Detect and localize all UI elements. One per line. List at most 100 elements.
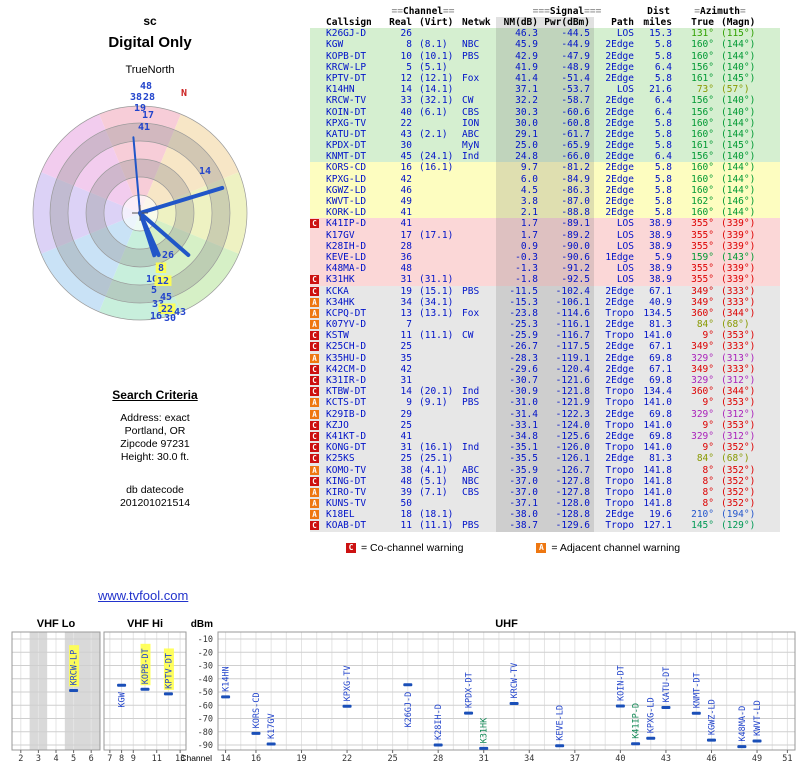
cell-mi: 127.1 [643,520,672,532]
cell-virt: (5.1) [419,475,448,487]
cell-net [458,162,496,173]
cell-mag: (144°) [721,207,756,219]
cell-mag: (312°) [721,430,756,442]
cell-mag: (194°) [721,509,756,521]
cell-pwr: -89.1 [542,218,594,230]
cell-mag: (144°) [721,184,756,196]
cell-pwr: -127.8 [542,475,594,487]
warning-cell [310,95,324,106]
cell-net: PBS [462,50,480,62]
cell-path: 2Edge [605,207,634,219]
chart-panel-border [103,631,187,751]
warning-cell: C [310,218,324,229]
table-row: KORS-CD 16 (16.1) 9.7 -81.2 2Edge 5.8 160° (144°… [310,162,780,174]
cell-net: CW [462,95,474,107]
distance-ring-outline [103,176,177,250]
signal-bar [266,742,276,746]
cell-mi: 40.9 [649,296,672,308]
cell-pwr: -81.2 [542,162,594,174]
column-header: NM(dB) [496,17,542,29]
bar-callsign-label: KPTV-DT [164,653,174,689]
cell-tru: 355° [691,218,714,230]
bar-callsign-label: KNMT-DT [692,672,702,708]
cell-nm: -35.1 [496,442,542,454]
warning-cell: C [310,364,324,375]
cell-nm: -15.3 [496,296,542,308]
cell-net [458,420,496,431]
adjacent-channel-warning-marker: A [310,487,319,497]
cell-mi: 19.6 [649,509,672,521]
cell-pwr: -66.0 [542,151,594,163]
cell-net: ABC [462,464,480,476]
channel-label: 12 [157,276,169,287]
cell-tru: 329° [691,352,714,364]
channel-label: 22 [161,304,173,315]
adjacent-channel-warning-marker: A [310,409,319,419]
warning-cell: A [310,509,324,520]
table-row: KPTV-DT 12 (12.1) Fox 41.4 -51.4 2Edge 5.8 161° (… [310,72,780,85]
cell-mag: (353°) [721,397,756,409]
cell-net [458,509,496,520]
cell-real: 45 [400,151,412,163]
cell-virt [416,218,458,229]
cell-tru: 160° [691,39,714,51]
cell-mi: 5.8 [654,162,672,174]
cell-cs: KOMO-TV [326,464,367,476]
azimuth-wheel-segment [140,172,248,254]
channel-tick-label: 4 [53,754,58,764]
cell-cs: KEVE-LD [326,251,367,263]
cell-nm: -28.3 [496,352,542,364]
distance-ring-outline [32,105,248,321]
cell-path: 2Edge [605,117,634,129]
cell-tru: 145° [691,520,714,532]
search-criteria-heading: Search Criteria [112,388,198,402]
cell-virt [416,174,458,185]
table-row: KPXG-LD 42 6.0 -84.9 2Edge 5.8 160° (144°) [310,173,780,185]
cell-virt: (14.1) [419,84,454,96]
cell-nm: 46.3 [496,28,542,40]
cell-virt [416,319,458,330]
table-column-headers: Callsign Real (Virt) Netwk NM(dB) Pwr(dBm) Pat… [310,17,780,29]
cell-real: 14 [400,84,412,96]
cell-pwr: -125.6 [542,430,594,443]
cell-path: Tropo [605,498,634,510]
cell-path: LOS [616,229,634,241]
cell-real: 41 [400,430,412,442]
cell-nm: -31.0 [496,397,542,409]
bar-callsign-label: KEVE-LD [556,705,566,741]
cell-real: 17 [400,229,412,241]
channel-tick-label: 7 [107,754,112,764]
dbm-tick-label: -60 [198,701,213,711]
warning-cell [310,174,324,185]
warning-cell: C [310,476,324,487]
true-north-label: TrueNorth [125,64,175,76]
cell-path: 2Edge [605,106,634,118]
bar-callsign-label: K26GJ-D [404,692,414,728]
cell-mag: (352°) [721,486,756,498]
cell-mi: 5.8 [654,39,672,51]
channel-label-highlight [155,262,167,273]
cell-net: Ind [462,151,480,163]
cell-pwr: -90.6 [542,251,594,264]
column-header: Pwr(dBm) [542,17,594,29]
cell-mag: (140°) [721,95,756,107]
cell-path: 2Edge [605,196,634,207]
cell-mag: (143°) [721,251,756,263]
cell-virt: (32.1) [419,95,454,107]
cell-virt [416,140,458,151]
cell-tru: 9° [702,419,714,431]
warning-cell [310,62,324,73]
warning-cell [310,84,324,95]
cell-mi: 141.8 [643,498,672,510]
azimuth-wheel-segment [41,213,140,312]
azimuth-wheel-segment [32,172,140,254]
cell-tru: 8° [702,498,714,510]
cell-mi: 141.0 [643,330,672,342]
cell-real: 43 [400,128,412,140]
cell-mag: (333°) [721,296,756,308]
cell-tru: 160° [691,173,714,185]
cell-cs: KOAB-DT [326,520,367,532]
cell-tru: 355° [691,263,714,275]
cell-cs: K26GJ-D [326,28,367,40]
tvfool-link[interactable]: www.tvfool.com [98,588,189,603]
